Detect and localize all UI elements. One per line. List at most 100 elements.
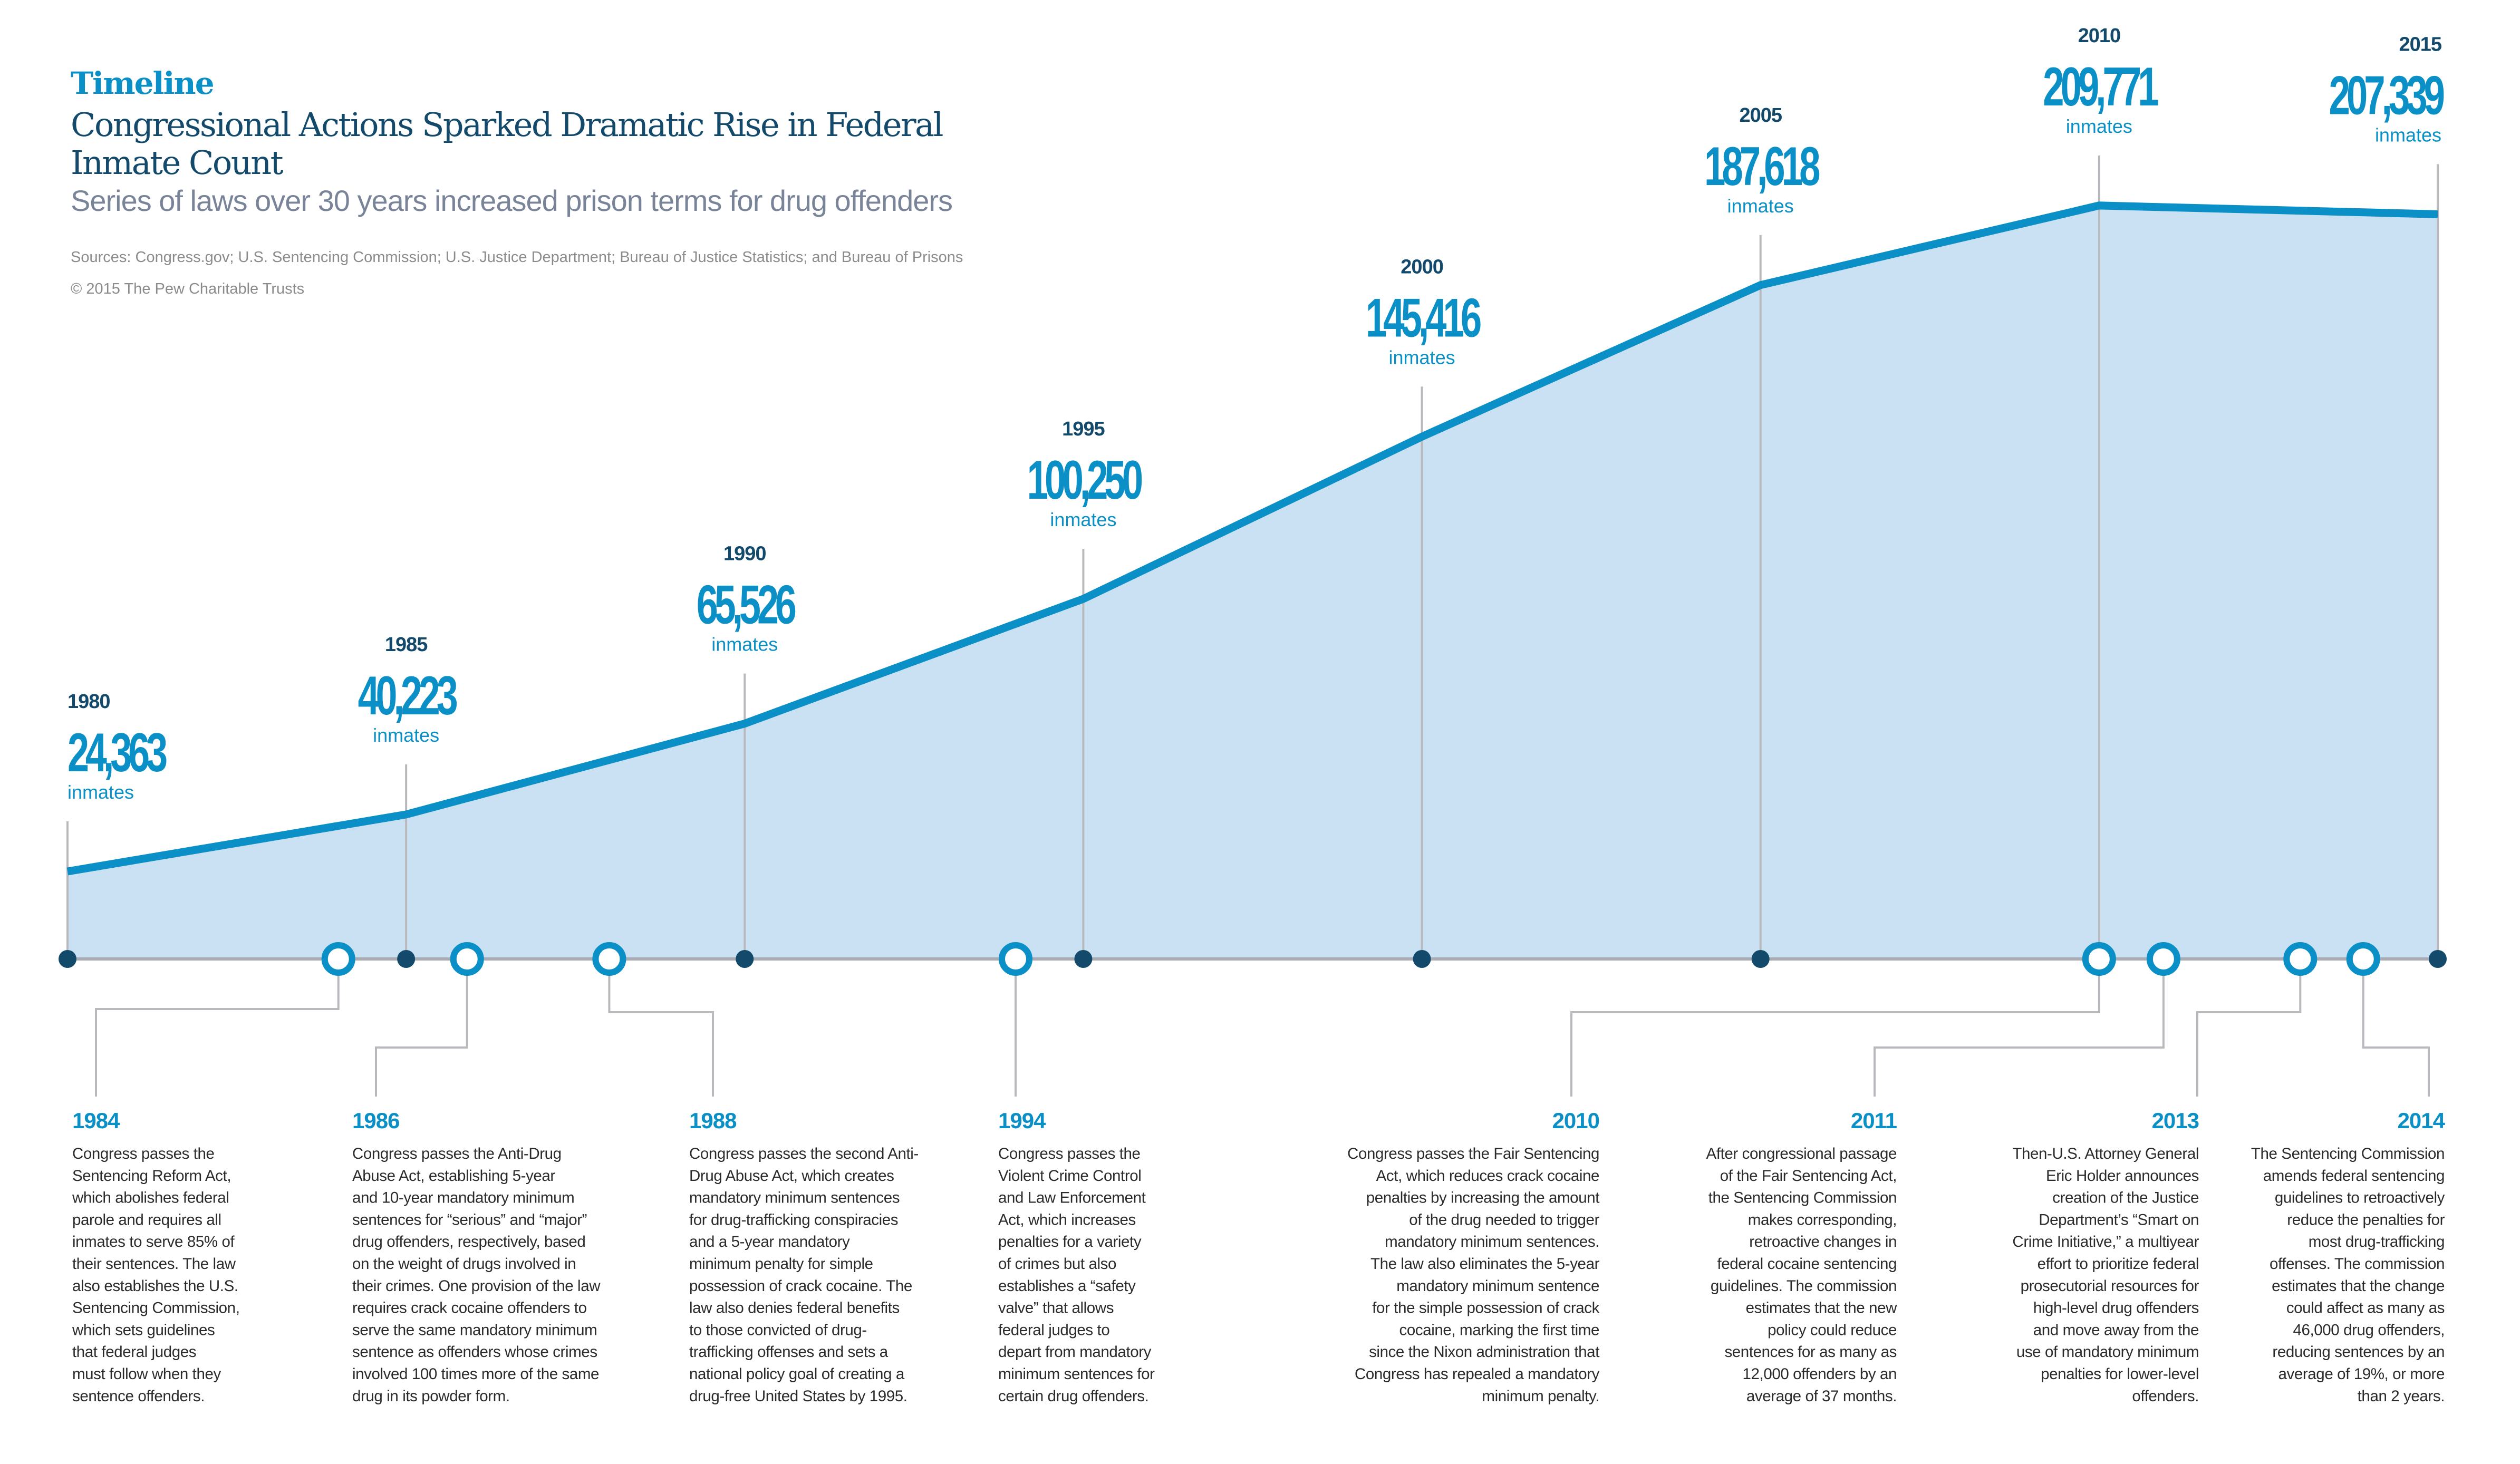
- kicker-label: Timeline: [71, 65, 214, 101]
- event-description: After congressional passage of the Fair S…: [1706, 1145, 1898, 1405]
- event-1994: 1994 Congress passes the Violent Crime Con…: [998, 1108, 1155, 1405]
- event-description-line: guidelines. The commission: [1711, 1277, 1897, 1295]
- event-marker-2014[interactable]: [2346, 942, 2380, 976]
- data-point-2000: [1413, 950, 1431, 968]
- data-label-value: 40,223: [358, 665, 457, 726]
- event-year: 2014: [2398, 1108, 2446, 1133]
- event-description-line: policy could reduce: [1768, 1321, 1897, 1339]
- event-description-line: Act, which reduces crack cocaine: [1376, 1167, 1599, 1185]
- event-description-line: of crimes but also: [998, 1255, 1116, 1273]
- event-description: Then-U.S. Attorney General Eric Holder an…: [2012, 1145, 2199, 1405]
- event-description-line: valve” that allows: [998, 1300, 1114, 1317]
- event-marker-2010[interactable]: [2082, 942, 2116, 976]
- event-description-line: average of 19%, or more: [2278, 1365, 2445, 1383]
- event-description-line: the Sentencing Commission: [1708, 1189, 1897, 1207]
- header: Timeline Congressional Actions Sparked D…: [71, 65, 963, 297]
- event-description-line: Sentencing Reform Act,: [72, 1167, 231, 1185]
- event-description-line: Eric Holder announces: [2046, 1167, 2199, 1185]
- event-description-line: The Sentencing Commission: [2251, 1145, 2445, 1162]
- event-marker-1988[interactable]: [592, 942, 626, 976]
- data-label-unit: inmates: [1727, 195, 1794, 217]
- event-description-line: Congress passes the: [998, 1145, 1141, 1162]
- event-1986: 1986 Congress passes the Anti-Drug Abuse A…: [352, 1108, 601, 1405]
- event-description-line: retroactive changes in: [1749, 1233, 1897, 1250]
- event-description-line: law also denies federal benefits: [689, 1300, 900, 1317]
- event-description-line: minimum penalty for simple: [689, 1255, 873, 1273]
- data-label-value: 187,618: [1704, 136, 1819, 197]
- event-description-line: minimum sentences for: [998, 1365, 1155, 1383]
- event-descriptions: 1984 Congress passes the Sentencing Reform…: [72, 1108, 2446, 1405]
- data-label-value: 24,363: [67, 722, 167, 783]
- event-description-line: sentence as offenders whose crimes: [352, 1343, 597, 1361]
- inmate-count-line: [66, 201, 2438, 876]
- event-description-line: of the drug needed to trigger: [1409, 1211, 1599, 1228]
- event-description-line: Violent Crime Control: [998, 1167, 1141, 1185]
- data-point-1985: [397, 950, 416, 968]
- event-description-line: Congress has repealed a mandatory: [1355, 1365, 1600, 1383]
- event-1988: 1988 Congress passes the second Anti- Drug…: [689, 1108, 919, 1405]
- line-layer: [66, 201, 2438, 876]
- event-description-line: estimates that the change: [2272, 1277, 2445, 1295]
- connector-2013: [2196, 974, 2302, 1097]
- event-description-line: guidelines to retroactively: [2275, 1189, 2445, 1207]
- page-title-line-2: Inmate Count: [71, 143, 284, 182]
- event-description-line: possession of crack cocaine. The: [689, 1277, 912, 1295]
- event-description-line: requires crack cocaine offenders to: [352, 1300, 587, 1317]
- event-description-line: national policy goal of creating a: [689, 1365, 905, 1383]
- event-description-line: Abuse Act, establishing 5-year: [352, 1167, 555, 1185]
- data-label-year: 2015: [2399, 33, 2441, 55]
- event-description-line: Crime Initiative,” a multiyear: [2012, 1233, 2199, 1250]
- event-description-line: mandatory minimum sentences.: [1385, 1233, 1599, 1250]
- event-description-line: parole and requires all: [72, 1211, 221, 1228]
- event-description-line: inmates to serve 85% of: [72, 1233, 235, 1250]
- event-connectors: [95, 974, 2430, 1097]
- inmate-area: [67, 205, 2438, 959]
- event-description-line: average of 37 months.: [1746, 1388, 1897, 1405]
- event-year: 2013: [2152, 1108, 2199, 1133]
- event-description-line: reduce the penalties for: [2287, 1211, 2445, 1228]
- event-description: Congress passes the Anti-Drug Abuse Act, …: [352, 1145, 601, 1405]
- event-description-line: Sentencing Commission,: [72, 1300, 240, 1317]
- data-point-2015: [2429, 950, 2447, 968]
- event-description-line: use of mandatory minimum: [2016, 1343, 2199, 1361]
- connector-1984: [95, 974, 340, 1097]
- event-description-line: that federal judges: [72, 1343, 196, 1361]
- event-description-line: sentences for as many as: [1724, 1343, 1897, 1361]
- event-description-line: creation of the Justice: [2052, 1189, 2199, 1207]
- data-label-value: 207,339: [2329, 65, 2444, 126]
- event-description-line: establishes a “safety: [998, 1277, 1136, 1295]
- event-description-line: Congress passes the Fair Sentencing: [1347, 1145, 1599, 1162]
- data-label-year: 2010: [2078, 25, 2121, 47]
- data-label-value: 100,250: [1027, 450, 1142, 511]
- event-description-line: drug in its powder form.: [352, 1388, 510, 1405]
- data-point-2005: [1751, 950, 1770, 968]
- event-description-line: than 2 years.: [2358, 1388, 2445, 1405]
- data-label-year: 2000: [1401, 256, 1443, 278]
- event-marker-1986[interactable]: [450, 942, 484, 976]
- event-description: The Sentencing Commission amends federal …: [2251, 1145, 2445, 1405]
- event-year: 1988: [689, 1108, 737, 1133]
- markers: [59, 942, 2447, 976]
- event-description-line: also establishes the U.S.: [72, 1277, 238, 1295]
- event-description-line: Drug Abuse Act, which creates: [689, 1167, 894, 1185]
- event-2014: 2014 The Sentencing Commission amends fede…: [2251, 1108, 2446, 1405]
- event-description-line: Congress passes the second Anti-: [689, 1145, 919, 1162]
- event-marker-1984[interactable]: [321, 942, 355, 976]
- event-marker-2013[interactable]: [2283, 942, 2318, 976]
- data-label-unit: inmates: [1389, 346, 1455, 368]
- event-description-line: Congress passes the: [72, 1145, 215, 1162]
- event-marker-2011[interactable]: [2146, 942, 2180, 976]
- data-label-year: 1990: [723, 543, 766, 565]
- event-marker-1994[interactable]: [999, 942, 1032, 976]
- event-year: 1984: [72, 1108, 120, 1133]
- event-description: Congress passes the Fair Sentencing Act, …: [1347, 1145, 1600, 1405]
- event-description-line: Congress passes the Anti-Drug: [352, 1145, 562, 1162]
- event-description-line: reducing sentences by an: [2272, 1343, 2445, 1361]
- event-year: 1986: [352, 1108, 399, 1133]
- event-description-line: estimates that the new: [1746, 1300, 1897, 1317]
- event-description-line: for drug-trafficking conspiracies: [689, 1211, 898, 1228]
- data-label-value: 65,526: [697, 575, 796, 636]
- event-description-line: Act, which increases: [998, 1211, 1136, 1228]
- event-description-line: mandatory minimum sentences: [689, 1189, 900, 1207]
- data-label-year: 2005: [1739, 104, 1782, 127]
